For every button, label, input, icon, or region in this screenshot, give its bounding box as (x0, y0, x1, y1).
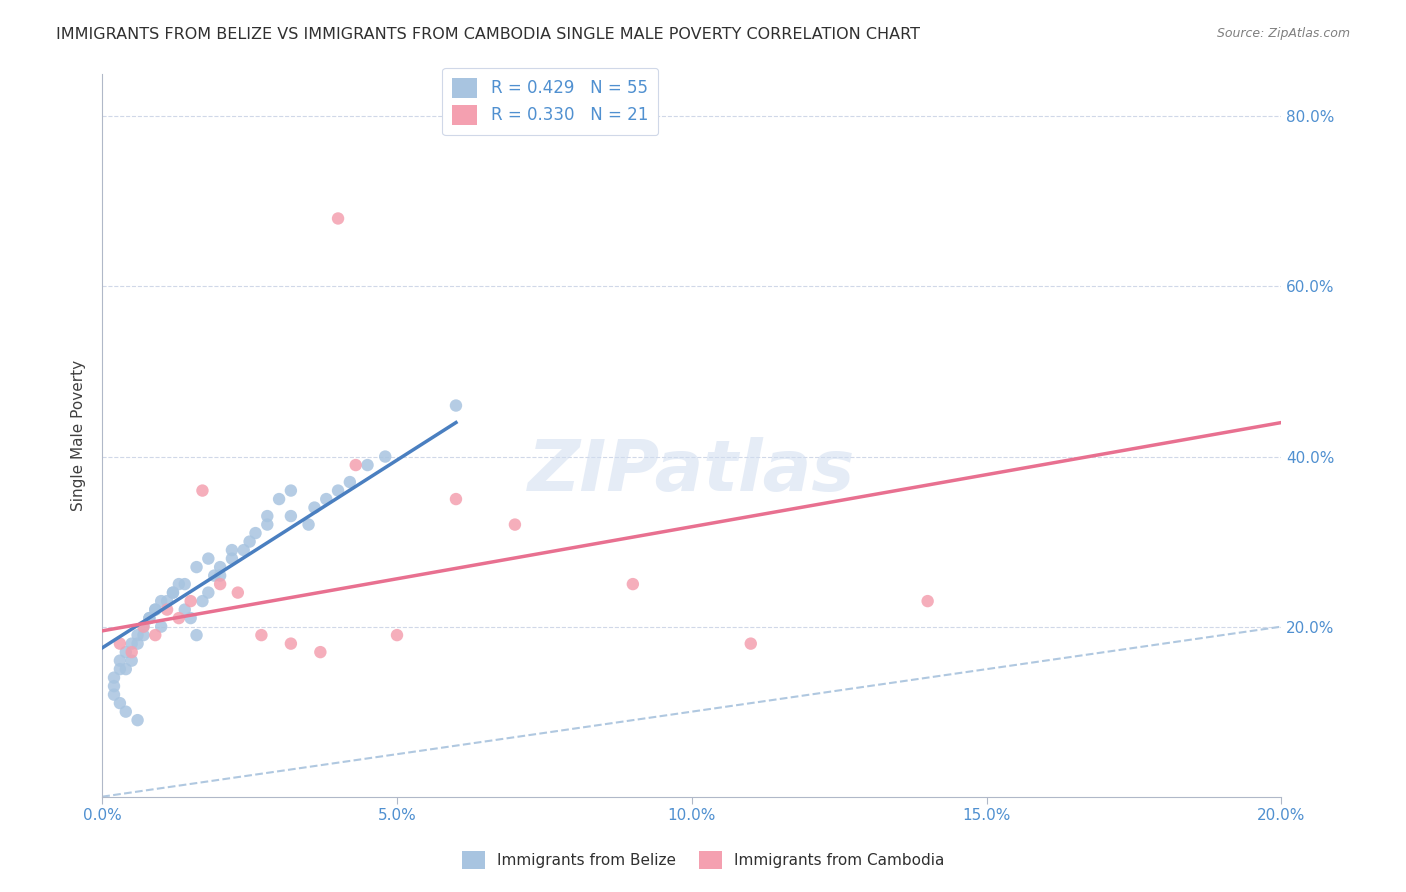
Point (114, 662, 136, 676)
Point (245, 526, 267, 541)
Text: IMMIGRANTS FROM BELIZE VS IMMIGRANTS FROM CAMBODIA SINGLE MALE POVERTY CORRELATI: IMMIGRANTS FROM BELIZE VS IMMIGRANTS FRO… (56, 27, 921, 42)
Point (740, 637, 762, 651)
Point (143, 602, 166, 616)
Point (121, 637, 143, 651)
Point (114, 705, 136, 719)
Point (280, 483, 302, 498)
Point (191, 594, 214, 608)
Legend: R = 0.429   N = 55, R = 0.330   N = 21: R = 0.429 N = 55, R = 0.330 N = 21 (443, 68, 658, 135)
Point (121, 654, 143, 668)
Point (232, 543, 254, 558)
Point (132, 619, 155, 633)
Point (250, 628, 273, 642)
Point (256, 509, 278, 524)
Point (167, 611, 190, 625)
Point (143, 628, 166, 642)
Point (239, 534, 262, 549)
Point (356, 458, 378, 472)
Point (156, 594, 179, 608)
Point (202, 568, 225, 582)
Point (256, 517, 278, 532)
Point (280, 509, 302, 524)
Point (197, 585, 219, 599)
Point (132, 619, 155, 633)
Point (150, 594, 173, 608)
Point (191, 483, 214, 498)
Point (326, 483, 349, 498)
Point (503, 517, 526, 532)
Point (108, 662, 131, 676)
Point (173, 577, 195, 591)
Point (121, 645, 143, 659)
Point (344, 458, 367, 472)
Point (339, 475, 361, 489)
Point (315, 491, 337, 506)
Point (385, 628, 408, 642)
Point (180, 611, 202, 625)
Point (209, 577, 232, 591)
Point (304, 500, 326, 515)
Point (108, 696, 131, 710)
Point (108, 637, 131, 651)
Point (173, 602, 195, 616)
Point (138, 611, 160, 625)
Point (326, 211, 349, 226)
Point (103, 679, 125, 693)
Point (156, 602, 179, 616)
Point (209, 560, 232, 574)
Point (917, 594, 939, 608)
Point (132, 628, 155, 642)
Point (114, 645, 136, 659)
Point (108, 654, 131, 668)
Point (280, 637, 302, 651)
Point (143, 602, 166, 616)
Point (127, 713, 149, 727)
Point (127, 628, 149, 642)
Point (162, 585, 184, 599)
Point (167, 577, 190, 591)
Point (186, 560, 208, 574)
Point (180, 594, 202, 608)
Point (621, 577, 644, 591)
Point (221, 551, 243, 566)
Point (221, 543, 243, 558)
Point (297, 517, 319, 532)
Point (186, 628, 208, 642)
Point (103, 688, 125, 702)
Point (309, 645, 332, 659)
Legend: Immigrants from Belize, Immigrants from Cambodia: Immigrants from Belize, Immigrants from … (456, 845, 950, 875)
Point (103, 671, 125, 685)
Point (150, 619, 173, 633)
Point (444, 491, 467, 506)
Point (209, 568, 232, 582)
Point (127, 637, 149, 651)
Text: ZIPatlas: ZIPatlas (529, 437, 855, 506)
Text: Source: ZipAtlas.com: Source: ZipAtlas.com (1216, 27, 1350, 40)
Point (197, 551, 219, 566)
Point (374, 450, 396, 464)
Point (444, 399, 467, 413)
Point (138, 611, 160, 625)
Y-axis label: Single Male Poverty: Single Male Poverty (72, 359, 86, 511)
Point (162, 585, 184, 599)
Point (267, 491, 290, 506)
Point (226, 585, 249, 599)
